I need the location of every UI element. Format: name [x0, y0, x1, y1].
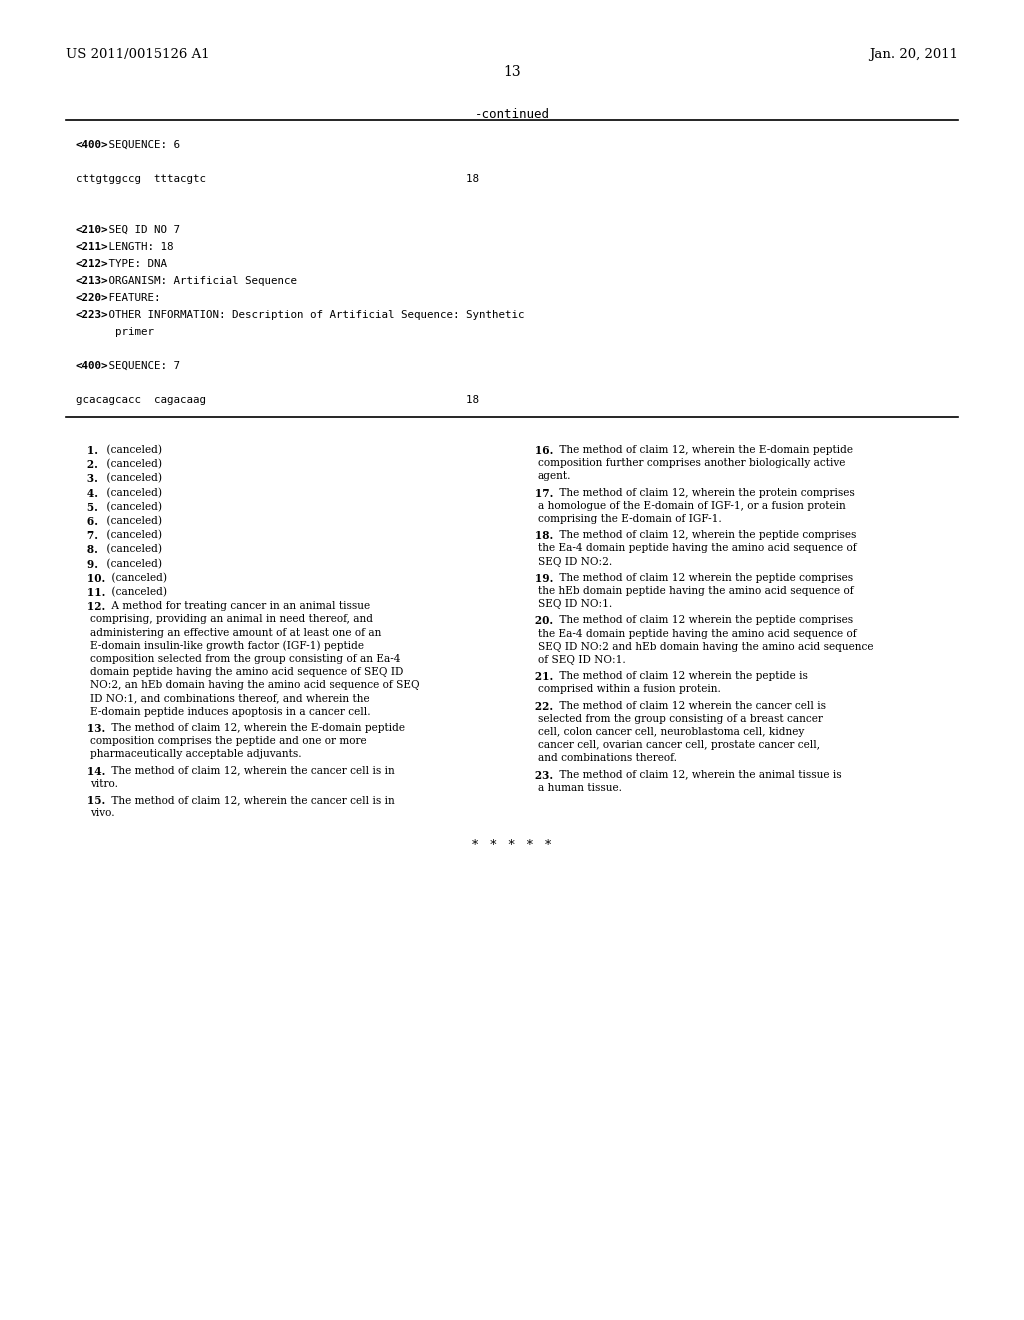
Text: <223>: <223> [76, 310, 109, 319]
Text: comprising the E-domain of IGF-1.: comprising the E-domain of IGF-1. [538, 513, 722, 524]
Text: vitro.: vitro. [90, 779, 118, 789]
Text: 16.: 16. [524, 445, 553, 455]
Text: A method for treating cancer in an animal tissue: A method for treating cancer in an anima… [108, 601, 370, 611]
Text: pharmaceutically acceptable adjuvants.: pharmaceutically acceptable adjuvants. [90, 750, 302, 759]
Text: <211>: <211> [76, 242, 109, 252]
Text: 1.: 1. [76, 445, 98, 455]
Text: cell, colon cancer cell, neuroblastoma cell, kidney: cell, colon cancer cell, neuroblastoma c… [538, 727, 804, 737]
Text: 5.: 5. [76, 502, 98, 512]
Text: The method of claim 12 wherein the cancer cell is: The method of claim 12 wherein the cance… [556, 701, 826, 710]
Text: 17.: 17. [524, 487, 553, 499]
Text: The method of claim 12 wherein the peptide comprises: The method of claim 12 wherein the pepti… [556, 615, 853, 626]
Text: 14.: 14. [76, 766, 105, 776]
Text: 15.: 15. [76, 795, 105, 807]
Text: composition selected from the group consisting of an Ea-4: composition selected from the group cons… [90, 653, 400, 664]
Text: (canceled): (canceled) [103, 531, 162, 540]
Text: the Ea-4 domain peptide having the amino acid sequence of: the Ea-4 domain peptide having the amino… [538, 544, 857, 553]
Text: E-domain peptide induces apoptosis in a cancer cell.: E-domain peptide induces apoptosis in a … [90, 706, 371, 717]
Text: 21.: 21. [524, 671, 553, 682]
Text: 2.: 2. [76, 459, 98, 470]
Text: (canceled): (canceled) [103, 487, 162, 498]
Text: (canceled): (canceled) [103, 544, 162, 554]
Text: E-domain insulin-like growth factor (IGF-1) peptide: E-domain insulin-like growth factor (IGF… [90, 640, 364, 651]
Text: cancer cell, ovarian cancer cell, prostate cancer cell,: cancer cell, ovarian cancer cell, prosta… [538, 741, 820, 750]
Text: domain peptide having the amino acid sequence of SEQ ID: domain peptide having the amino acid seq… [90, 667, 403, 677]
Text: 8.: 8. [76, 544, 98, 556]
Text: cttgtggccg  tttacgtc                                        18: cttgtggccg tttacgtc 18 [76, 174, 479, 183]
Text: the hEb domain peptide having the amino acid sequence of: the hEb domain peptide having the amino … [538, 586, 854, 597]
Text: comprising, providing an animal in need thereof, and: comprising, providing an animal in need … [90, 614, 373, 624]
Text: The method of claim 12, wherein the protein comprises: The method of claim 12, wherein the prot… [556, 487, 855, 498]
Text: selected from the group consisting of a breast cancer: selected from the group consisting of a … [538, 714, 823, 723]
Text: <220>: <220> [76, 293, 109, 304]
Text: The method of claim 12, wherein the E-domain peptide: The method of claim 12, wherein the E-do… [556, 445, 853, 455]
Text: The method of claim 12 wherein the peptide is: The method of claim 12 wherein the pepti… [556, 671, 808, 681]
Text: -continued: -continued [474, 108, 550, 121]
Text: LENGTH: 18: LENGTH: 18 [102, 242, 173, 252]
Text: composition comprises the peptide and one or more: composition comprises the peptide and on… [90, 737, 367, 746]
Text: 19.: 19. [524, 573, 553, 583]
Text: ID NO:1, and combinations thereof, and wherein the: ID NO:1, and combinations thereof, and w… [90, 693, 370, 704]
Text: The method of claim 12, wherein the cancer cell is in: The method of claim 12, wherein the canc… [108, 795, 394, 805]
Text: The method of claim 12 wherein the peptide comprises: The method of claim 12 wherein the pepti… [556, 573, 853, 583]
Text: *   *   *   *   *: * * * * * [472, 840, 552, 853]
Text: of SEQ ID NO:1.: of SEQ ID NO:1. [538, 655, 626, 665]
Text: 6.: 6. [76, 516, 98, 527]
Text: 22.: 22. [524, 701, 553, 711]
Text: 4.: 4. [76, 487, 98, 499]
Text: <212>: <212> [76, 259, 109, 269]
Text: SEQ ID NO:2 and hEb domain having the amino acid sequence: SEQ ID NO:2 and hEb domain having the am… [538, 642, 873, 652]
Text: (canceled): (canceled) [103, 558, 162, 569]
Text: ORGANISM: Artificial Sequence: ORGANISM: Artificial Sequence [102, 276, 297, 286]
Text: (canceled): (canceled) [108, 573, 167, 583]
Text: a homologue of the E-domain of IGF-1, or a fusion protein: a homologue of the E-domain of IGF-1, or… [538, 500, 846, 511]
Text: OTHER INFORMATION: Description of Artificial Sequence: Synthetic: OTHER INFORMATION: Description of Artifi… [102, 310, 524, 319]
Text: The method of claim 12, wherein the animal tissue is: The method of claim 12, wherein the anim… [556, 770, 842, 780]
Text: <400>: <400> [76, 140, 109, 150]
Text: SEQ ID NO:1.: SEQ ID NO:1. [538, 599, 612, 610]
Text: and combinations thereof.: and combinations thereof. [538, 754, 677, 763]
Text: a human tissue.: a human tissue. [538, 783, 622, 793]
Text: The method of claim 12, wherein the cancer cell is in: The method of claim 12, wherein the canc… [108, 766, 394, 776]
Text: primer: primer [76, 327, 154, 337]
Text: the Ea-4 domain peptide having the amino acid sequence of: the Ea-4 domain peptide having the amino… [538, 628, 857, 639]
Text: Jan. 20, 2011: Jan. 20, 2011 [869, 48, 958, 61]
Text: 9.: 9. [76, 558, 98, 570]
Text: SEQUENCE: 7: SEQUENCE: 7 [102, 360, 180, 371]
Text: 3.: 3. [76, 474, 98, 484]
Text: SEQ ID NO 7: SEQ ID NO 7 [102, 224, 180, 235]
Text: comprised within a fusion protein.: comprised within a fusion protein. [538, 684, 721, 694]
Text: SEQ ID NO:2.: SEQ ID NO:2. [538, 557, 612, 566]
Text: 20.: 20. [524, 615, 553, 627]
Text: 13: 13 [503, 65, 521, 79]
Text: The method of claim 12, wherein the peptide comprises: The method of claim 12, wherein the pept… [556, 531, 856, 540]
Text: The method of claim 12, wherein the E-domain peptide: The method of claim 12, wherein the E-do… [108, 723, 406, 733]
Text: 13.: 13. [76, 723, 105, 734]
Text: FEATURE:: FEATURE: [102, 293, 161, 304]
Text: US 2011/0015126 A1: US 2011/0015126 A1 [66, 48, 210, 61]
Text: 10.: 10. [76, 573, 105, 583]
Text: agent.: agent. [538, 471, 571, 482]
Text: <213>: <213> [76, 276, 109, 286]
Text: (canceled): (canceled) [103, 474, 162, 483]
Text: NO:2, an hEb domain having the amino acid sequence of SEQ: NO:2, an hEb domain having the amino aci… [90, 680, 420, 690]
Text: TYPE: DNA: TYPE: DNA [102, 259, 167, 269]
Text: 18.: 18. [524, 531, 553, 541]
Text: (canceled): (canceled) [108, 587, 167, 598]
Text: <210>: <210> [76, 224, 109, 235]
Text: composition further comprises another biologically active: composition further comprises another bi… [538, 458, 846, 469]
Text: 11.: 11. [76, 587, 105, 598]
Text: 23.: 23. [524, 770, 553, 780]
Text: 7.: 7. [76, 531, 98, 541]
Text: vivo.: vivo. [90, 808, 115, 818]
Text: <400>: <400> [76, 360, 109, 371]
Text: (canceled): (canceled) [103, 516, 162, 527]
Text: administering an effective amount of at least one of an: administering an effective amount of at … [90, 627, 381, 638]
Text: (canceled): (canceled) [103, 445, 162, 455]
Text: gcacagcacc  cagacaag                                        18: gcacagcacc cagacaag 18 [76, 395, 479, 405]
Text: (canceled): (canceled) [103, 502, 162, 512]
Text: SEQUENCE: 6: SEQUENCE: 6 [102, 140, 180, 150]
Text: (canceled): (canceled) [103, 459, 162, 470]
Text: 12.: 12. [76, 601, 105, 612]
